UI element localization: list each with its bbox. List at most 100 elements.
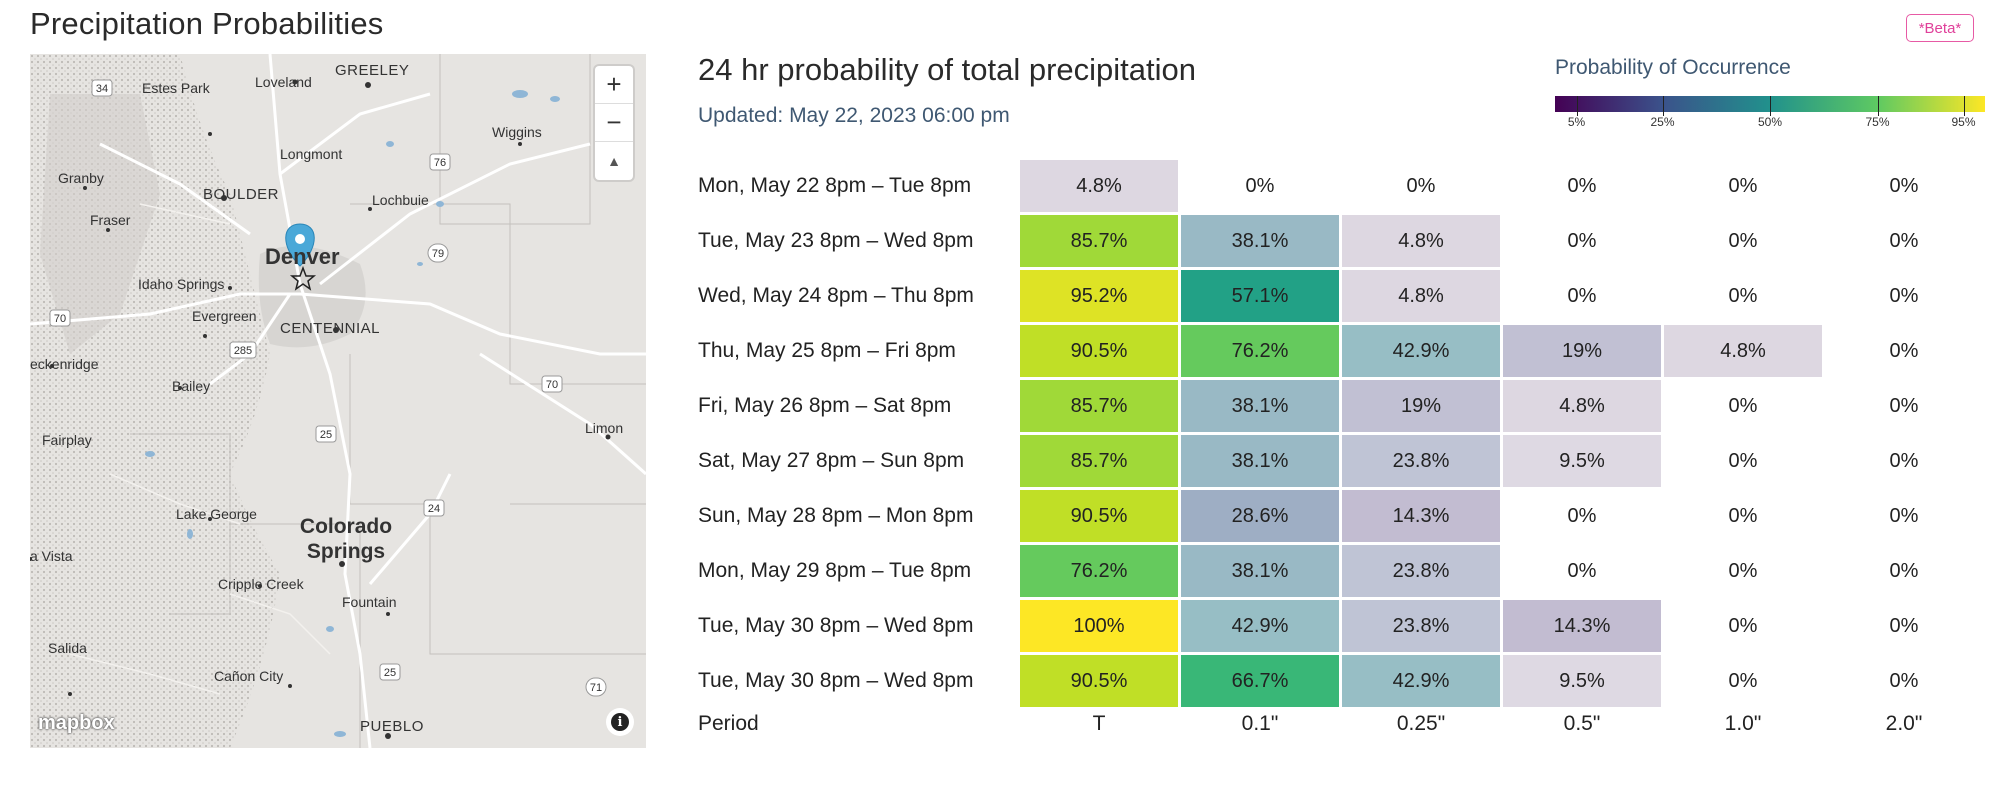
legend-tick [1770,96,1771,116]
probability-cell: 19% [1342,380,1500,432]
probability-cell: 0% [1567,559,1597,582]
beta-badge: *Beta* [1906,14,1974,42]
probability-cell: 38.1% [1181,215,1339,267]
map-label-wiggins: Wiggins [492,124,542,140]
probability-cell: 85.7% [1020,435,1178,487]
probability-cell: 0% [1567,229,1597,252]
shield-79: 79 [432,248,444,260]
compass-button[interactable]: ▲ [595,142,633,180]
probability-cell: 4.8% [1342,270,1500,322]
probability-cell: 0% [1406,174,1436,197]
probability-cell: 19% [1503,325,1661,377]
probability-cell: 4.8% [1342,215,1500,267]
zoom-out-button[interactable]: − [595,104,633,142]
compass-icon: ▲ [607,153,621,169]
probability-cell: 0% [1728,669,1758,692]
map-label-buena-vista: a Vista [30,548,73,564]
threshold-column-label: T [1092,712,1106,735]
updated-timestamp: Updated: May 22, 2023 06:00 pm [698,104,1010,127]
legend-tick [1877,96,1879,116]
probability-cell: 9.5% [1503,655,1661,707]
legend-tick [1963,96,1965,116]
map-label-longmont: Longmont [280,146,343,162]
map-label-loveland: Loveland [255,74,312,90]
probability-cell: 14.3% [1503,600,1661,652]
threshold-column-label: 0.1" [1241,712,1279,735]
map-terrain: 34 76 79 70 285 70 25 24 25 71 [30,54,646,748]
probability-cell: 23.8% [1342,545,1500,597]
page-title: Precipitation Probabilities [30,6,384,41]
map-label-granby: Granby [58,170,104,186]
map-label-pueblo: PUEBLO [360,718,424,735]
probability-cell: 0% [1728,229,1758,252]
legend-tick-label: 75% [1865,115,1890,129]
probability-cell: 0% [1728,504,1758,527]
probability-cell: 0% [1889,174,1919,197]
map-label-centennial: CENTENNIAL [280,320,381,337]
legend-tick-label: 25% [1650,115,1675,129]
threshold-column-label: 0.25" [1396,712,1446,735]
legend-tick [1576,96,1578,116]
map-label-canon-city: Cañon City [214,668,284,684]
probability-cell: 23.8% [1342,435,1500,487]
zoom-in-button[interactable]: + [595,66,633,104]
location-pin-icon [285,223,315,267]
probability-cell: 9.5% [1503,435,1661,487]
map-label-colorado: Colorado [299,515,393,538]
row-period-label: Sun, May 28 8pm – Mon 8pm [698,504,974,527]
probability-cell: 42.9% [1181,600,1339,652]
map-label-estes: Estes Park [142,80,210,96]
map-label-fairplay: Fairplay [42,432,92,448]
probability-cell: 4.8% [1503,380,1661,432]
row-period-label: Mon, May 29 8pm – Tue 8pm [698,559,972,582]
probability-cell: 0% [1889,229,1919,252]
probability-cell: 0% [1889,669,1919,692]
probability-cell: 0% [1889,394,1919,417]
map-label-salida: Salida [48,640,87,656]
row-period-label: Tue, May 30 8pm – Wed 8pm [698,669,974,692]
map-label-springs: Springs [306,540,386,563]
probability-cell: 0% [1728,559,1758,582]
row-period-label: Fri, May 26 8pm – Sat 8pm [698,394,952,417]
probability-cell: 90.5% [1020,655,1178,707]
probability-cell: 4.8% [1020,160,1178,212]
probability-cell: 85.7% [1020,380,1178,432]
chart-title: 24 hr probability of total precipitation [698,52,1197,87]
probability-cell: 90.5% [1020,490,1178,542]
probability-cell: 38.1% [1181,435,1339,487]
probability-cell: 76.2% [1020,545,1178,597]
threshold-column-label: 0.5" [1563,712,1601,735]
probability-cell: 0% [1889,449,1919,472]
map-label-lochbuie: Lochbuie [372,192,429,208]
probability-cell: 85.7% [1020,215,1178,267]
map-label-colorado-springs: Colorado Springs [286,514,406,564]
shield-285: 285 [234,345,252,357]
shield-25a: 25 [320,429,332,441]
shield-25b: 25 [384,667,396,679]
map-label-evergreen: Evergreen [192,308,257,324]
map-label-bailey: Bailey [172,378,211,394]
probability-cell: 0% [1728,394,1758,417]
row-period-label: Thu, May 25 8pm – Fri 8pm [698,339,956,362]
row-period-label: Tue, May 30 8pm – Wed 8pm [698,614,974,637]
map-label-limon: Limon [585,420,624,436]
probability-cell: 23.8% [1342,600,1500,652]
map[interactable]: 34 76 79 70 285 70 25 24 25 71 GREELEY L… [30,54,646,748]
mapbox-logo[interactable]: mapbox [38,712,115,735]
period-column-label: Period [698,712,759,735]
map-label-boulder: BOULDER [203,186,280,203]
probability-cell: 0% [1567,504,1597,527]
shield-70b: 70 [546,379,558,391]
probability-cell: 57.1% [1181,270,1339,322]
probability-cell: 0% [1728,449,1758,472]
legend-tick-label: 50% [1757,115,1783,129]
probability-cell: 0% [1245,174,1275,197]
row-period-label: Mon, May 22 8pm – Tue 8pm [698,174,972,197]
shield-70a: 70 [54,313,66,325]
map-zoom-controls: + − ▲ [595,66,633,180]
probability-cell: 100% [1020,600,1178,652]
probability-cell: 14.3% [1342,490,1500,542]
map-info-button[interactable]: i [606,708,634,736]
legend-tick-label: 5% [1567,115,1586,129]
probability-cell: 0% [1889,339,1919,362]
